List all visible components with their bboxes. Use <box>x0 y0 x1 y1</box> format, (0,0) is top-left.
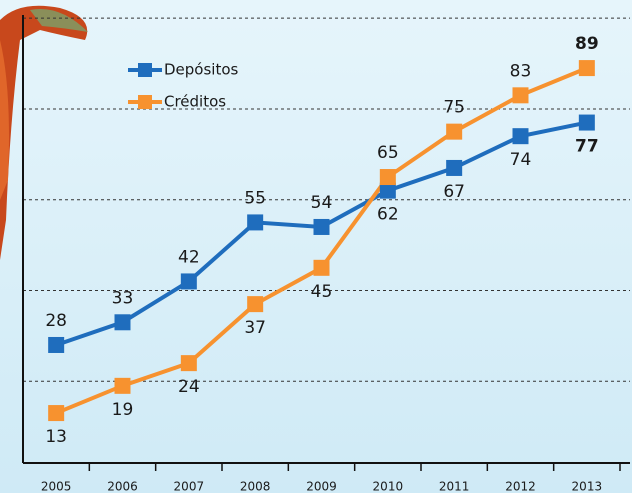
data-label: 74 <box>510 150 532 170</box>
data-label: 13 <box>45 427 67 447</box>
decoration <box>0 5 88 261</box>
data-label: 37 <box>244 318 266 338</box>
x-tick-label: 2012 <box>505 480 536 493</box>
data-label: 19 <box>112 400 134 420</box>
marker <box>578 60 595 77</box>
marker <box>446 123 463 140</box>
data-label: 54 <box>311 193 333 213</box>
legend-marker <box>138 95 152 109</box>
data-label: 67 <box>443 182 465 202</box>
data-label: 42 <box>178 247 200 267</box>
x-tick-label: 2005 <box>41 480 72 493</box>
marker <box>48 405 65 422</box>
legend-marker <box>138 63 152 77</box>
marker <box>578 114 595 131</box>
data-label: 89 <box>575 34 599 54</box>
marker <box>313 259 330 276</box>
x-tick-label: 2008 <box>240 480 271 493</box>
marker <box>48 336 65 353</box>
marker <box>114 377 131 394</box>
x-tick-label: 2007 <box>174 480 205 493</box>
x-tick-label: 2010 <box>373 480 404 493</box>
marker <box>247 214 264 231</box>
legend-label: Créditos <box>164 93 226 111</box>
x-tick-label: 2009 <box>306 480 337 493</box>
marker <box>180 273 197 290</box>
marker <box>247 296 264 313</box>
marker <box>512 87 529 104</box>
data-label: 24 <box>178 377 200 397</box>
marker <box>379 182 396 199</box>
marker <box>446 159 463 176</box>
data-label: 45 <box>311 282 333 302</box>
data-label: 33 <box>112 288 134 308</box>
x-tick-label: 2006 <box>107 480 138 493</box>
data-label: 77 <box>575 137 599 157</box>
data-label: 55 <box>244 188 266 208</box>
data-label: 75 <box>443 98 465 118</box>
marker <box>114 314 131 331</box>
marker <box>512 128 529 145</box>
marker <box>180 355 197 372</box>
plot: 2005 2006 2007 2008 2009 2010 2011 2012 2013 28 33… <box>22 15 630 493</box>
x-tick-label: 2013 <box>572 480 603 493</box>
data-label: 28 <box>45 311 67 331</box>
marker <box>379 169 396 186</box>
data-label: 83 <box>510 61 532 81</box>
marker <box>313 218 330 235</box>
legend-label: Depósitos <box>164 61 239 79</box>
x-tick-label: 2011 <box>439 480 470 493</box>
data-label: 62 <box>377 205 399 225</box>
data-label: 65 <box>377 143 399 163</box>
